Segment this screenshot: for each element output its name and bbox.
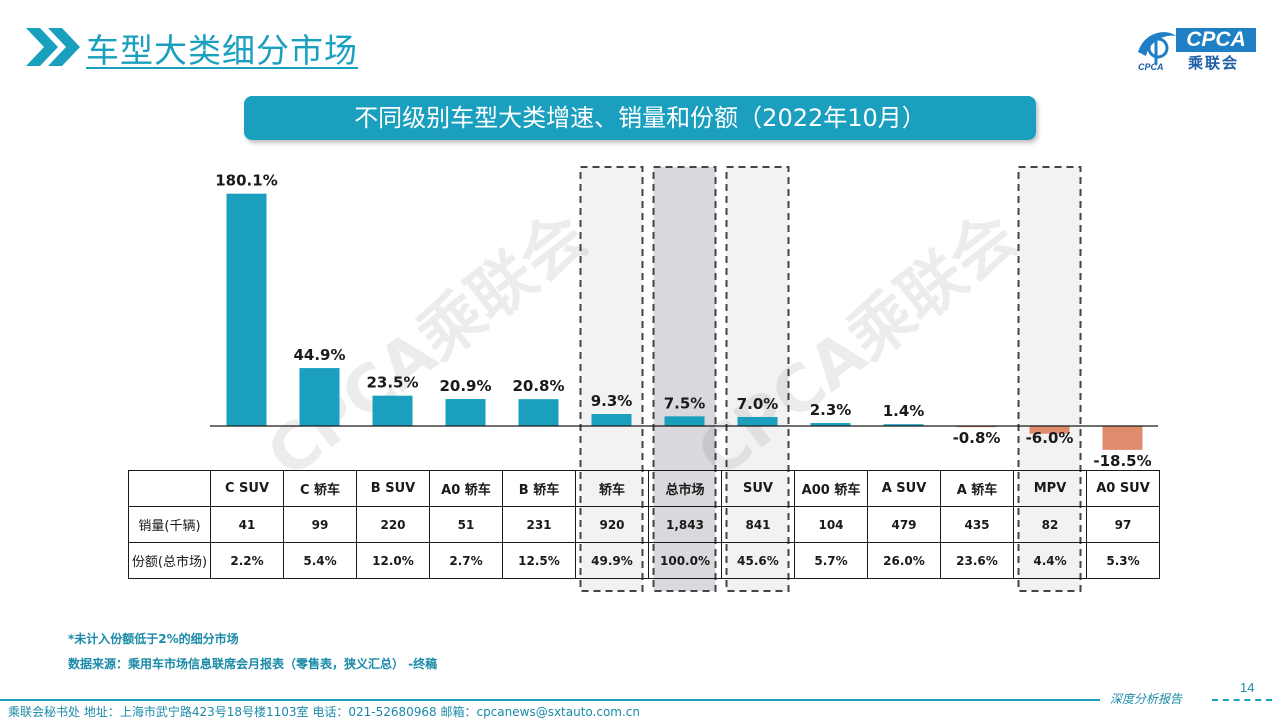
bar-value-label-8: 2.3% [810, 401, 852, 419]
category-label-7: SUV [721, 470, 795, 507]
bar-3 [445, 399, 486, 426]
table-cell-1-9: 26.0% [867, 542, 941, 579]
table-cell-1-11: 4.4% [1013, 542, 1087, 579]
table-cell-0-4: 231 [502, 506, 576, 543]
table-cell-1-12: 5.3% [1086, 542, 1160, 579]
category-label-10: A 轿车 [940, 470, 1014, 507]
bar-value-label-11: -6.0% [1026, 429, 1074, 447]
bar-value-label-5: 9.3% [591, 392, 633, 410]
table-cell-0-0: 41 [210, 506, 284, 543]
bar-0 [226, 193, 267, 426]
table-cell-1-0: 2.2% [210, 542, 284, 579]
bar-5 [591, 414, 632, 426]
footer-dash [1212, 699, 1272, 701]
bar-value-label-7: 7.0% [737, 395, 779, 413]
bar-value-label-6: 7.5% [664, 394, 706, 412]
table-header-row: C SUV C 轿车 B SUV A0 轿车 B 轿车 轿车 总市场 SUV A00 轿车 A S… [128, 470, 1160, 507]
table-cell-1-3: 2.7% [429, 542, 503, 579]
category-label-2: B SUV [356, 470, 430, 507]
bar-value-label-9: 1.4% [883, 402, 925, 420]
logo-text-en: CPCA [1176, 28, 1256, 52]
bar-9 [883, 424, 924, 426]
bar-6 [664, 416, 705, 426]
table-row: 销量(千辆) 41 99 220 51 231 920 1,843 841 104 479 435 82… [128, 506, 1160, 543]
table-cell-1-4: 12.5% [502, 542, 576, 579]
table-cell-0-11: 82 [1013, 506, 1087, 543]
table-cell-0-6: 1,843 [648, 506, 722, 543]
data-source: 数据来源：乘用车市场信息联席会月报表（零售表，狭义汇总） -终稿 [68, 657, 438, 671]
bars [226, 193, 1143, 450]
value-labels: 180.1% 44.9% 23.5% 20.9% 20.8% 9.3% 7.5% 7.0% 2.… [215, 172, 1151, 470]
cpca-logo-icon [1138, 32, 1176, 64]
table-corner-cell [128, 470, 211, 507]
table-cell-0-2: 220 [356, 506, 430, 543]
bar-8 [810, 423, 851, 426]
table-cell-0-5: 920 [575, 506, 649, 543]
category-label-0: C SUV [210, 470, 284, 507]
table-cell-1-1: 5.4% [283, 542, 357, 579]
category-label-1: C 轿车 [283, 470, 357, 507]
category-label-11: MPV [1013, 470, 1087, 507]
table-cell-0-10: 435 [940, 506, 1014, 543]
bar-value-label-2: 23.5% [366, 374, 418, 392]
footer-divider [0, 699, 1100, 701]
double-chevron-right-icon [26, 28, 80, 66]
table-cell-1-2: 12.0% [356, 542, 430, 579]
bar-value-label-4: 20.8% [512, 377, 564, 395]
logo-subtext: CPCA [1138, 62, 1164, 72]
category-label-12: A0 SUV [1086, 470, 1160, 507]
category-label-4: B 轿车 [502, 470, 576, 507]
chart-title-banner: 不同级别车型大类增速、销量和份额（2022年10月） [244, 96, 1036, 140]
table-cell-0-1: 99 [283, 506, 357, 543]
table-cell-1-6: 100.0% [648, 542, 722, 579]
table-row-label-0: 销量(千辆) [128, 506, 211, 543]
page-title: 车型大类细分市场 [86, 31, 358, 70]
page-number: 14 [1240, 680, 1255, 695]
bar-value-label-1: 44.9% [293, 346, 345, 364]
footer-contact: 乘联会秘书处 地址：上海市武宁路423号18号楼1103室 电话：021-526… [8, 705, 641, 719]
bar-value-label-3: 20.9% [439, 377, 491, 395]
bar-12 [1102, 426, 1143, 450]
table-cell-1-7: 45.6% [721, 542, 795, 579]
table-row: 份额(总市场) 2.2% 5.4% 12.0% 2.7% 12.5% 49.9% 100.0%… [128, 542, 1160, 579]
table-cell-0-12: 97 [1086, 506, 1160, 543]
bar-1 [299, 368, 340, 426]
table-row-label-1: 份额(总市场) [128, 542, 211, 579]
bar-11 [1029, 426, 1070, 434]
bar-value-label-0: 180.1% [215, 172, 277, 190]
category-label-5: 轿车 [575, 470, 649, 507]
bar-2 [372, 395, 413, 426]
table-cell-0-3: 51 [429, 506, 503, 543]
table-cell-0-9: 479 [867, 506, 941, 543]
footnote: *未计入份额低于2%的细分市场 [68, 632, 239, 646]
table-cell-1-10: 23.6% [940, 542, 1014, 579]
category-label-3: A0 轿车 [429, 470, 503, 507]
bar-4 [518, 399, 559, 426]
bar-7 [737, 416, 778, 426]
bar-value-label-10: -0.8% [953, 429, 1001, 447]
data-table: C SUV C 轿车 B SUV A0 轿车 B 轿车 轿车 总市场 SUV A00 轿车 A S… [128, 470, 1160, 579]
category-label-8: A00 轿车 [794, 470, 868, 507]
table-cell-0-7: 841 [721, 506, 795, 543]
bar-value-label-12: -18.5% [1093, 452, 1151, 470]
category-label-6: 总市场 [648, 470, 722, 507]
table-cell-1-5: 49.9% [575, 542, 649, 579]
table-cell-0-8: 104 [794, 506, 868, 543]
logo-text-cn: 乘联会 [1188, 54, 1240, 72]
footer-tag: 深度分析报告 [1110, 692, 1183, 706]
table-cell-1-8: 5.7% [794, 542, 868, 579]
category-label-9: A SUV [867, 470, 941, 507]
